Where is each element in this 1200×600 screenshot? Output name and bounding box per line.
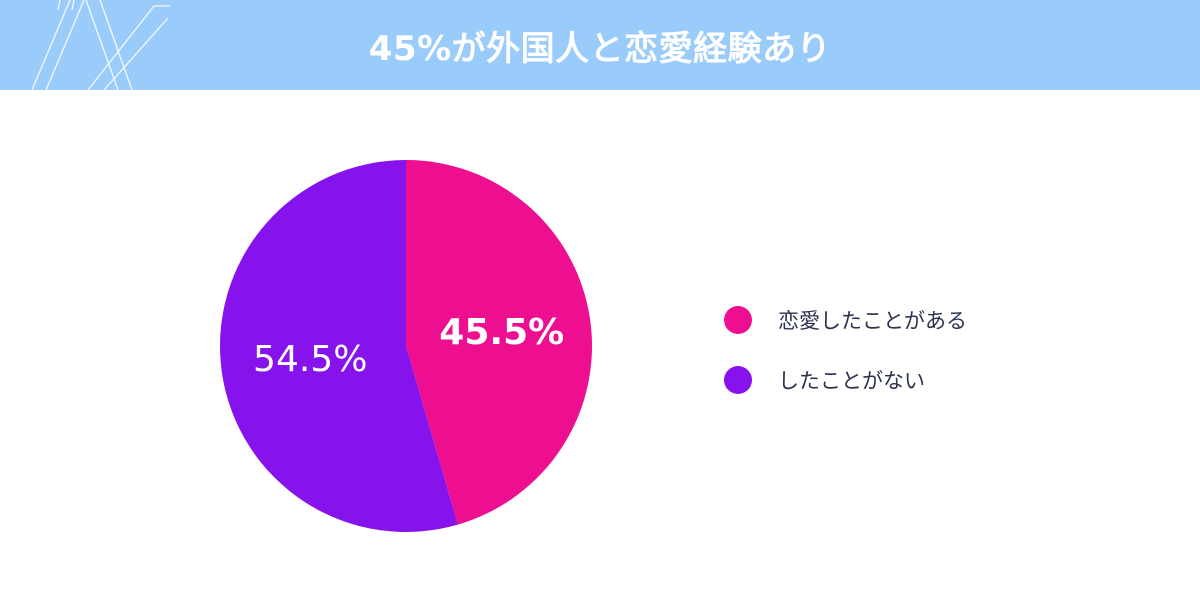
pie-data-label: 54.5% bbox=[253, 339, 367, 380]
pie-data-label: 45.5% bbox=[439, 312, 564, 353]
legend-swatch bbox=[724, 306, 752, 334]
pie-data-labels: 45.5% 54.5% bbox=[253, 312, 564, 380]
pie-slice bbox=[220, 160, 458, 532]
legend-item: 恋愛したことがある bbox=[724, 303, 967, 337]
chart-legend: 恋愛したことがある したことがない bbox=[724, 303, 967, 423]
legend-item: したことがない bbox=[724, 363, 967, 397]
pie-slices bbox=[220, 160, 592, 532]
pie-slice bbox=[406, 160, 592, 525]
page-title: 45%が外国人と恋愛経験あり bbox=[368, 28, 832, 69]
legend-label: 恋愛したことがある bbox=[778, 309, 967, 333]
abstract-x-logo-icon bbox=[31, 0, 170, 90]
header-banner: 45%が外国人と恋愛経験あり bbox=[0, 0, 1200, 90]
legend-label: したことがない bbox=[778, 369, 925, 393]
legend-swatch bbox=[724, 366, 752, 394]
pie-chart: 45.5% 54.5% bbox=[220, 160, 592, 532]
